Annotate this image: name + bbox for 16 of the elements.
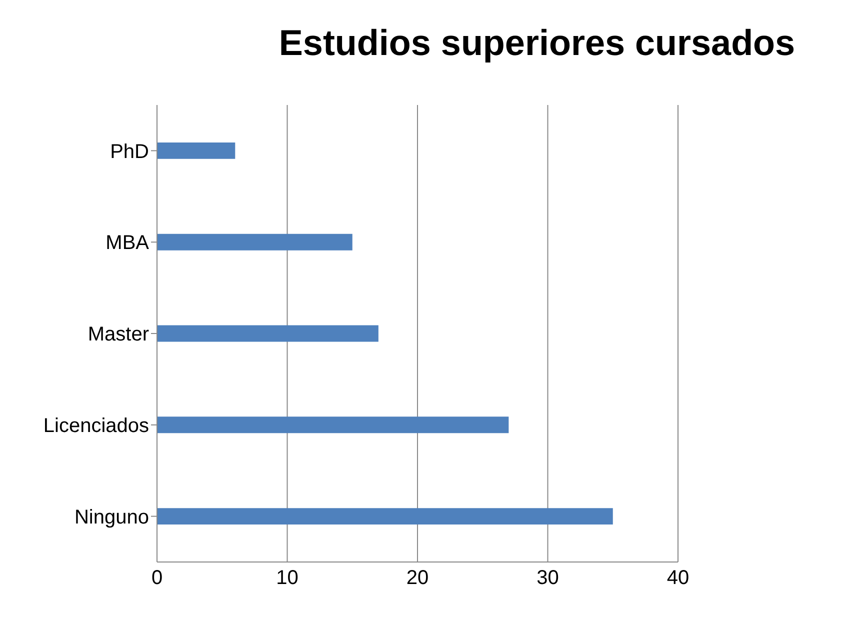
bar [157, 142, 236, 159]
y-tick-label: MBA [106, 232, 150, 254]
chart-title: Estudios superiores cursados [278, 22, 796, 64]
y-tick-label: PhD [110, 140, 149, 163]
x-tick-label: 20 [406, 567, 429, 590]
y-tick-label: Ninguno [74, 506, 149, 528]
bar [157, 416, 509, 434]
x-tick-label: 10 [276, 567, 298, 590]
bar [157, 508, 613, 525]
y-tick-label: Master [88, 324, 150, 346]
y-tick-label: Licenciados [43, 415, 149, 437]
bar [157, 325, 378, 342]
x-tick-label: 40 [666, 567, 690, 590]
x-tick-label: 30 [536, 567, 559, 590]
x-tick-label: 0 [151, 567, 163, 590]
bar [157, 234, 352, 250]
